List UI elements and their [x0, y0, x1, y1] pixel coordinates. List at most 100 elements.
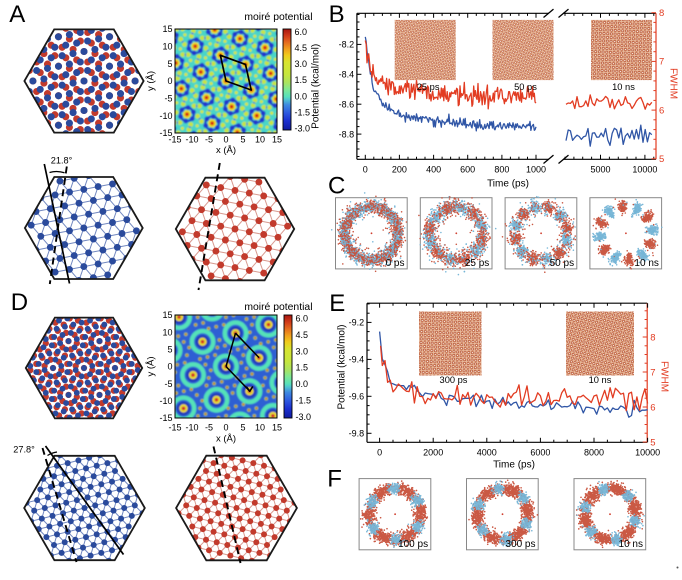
svg-text:-10: -10	[159, 111, 172, 121]
svg-text:-3.0: -3.0	[296, 412, 312, 422]
svg-text:5: 5	[659, 154, 664, 165]
svg-text:0: 0	[363, 164, 368, 174]
svg-text:5: 5	[240, 135, 245, 145]
svg-text:-8.6: -8.6	[339, 99, 355, 109]
svg-text:Time (ps): Time (ps)	[493, 460, 535, 471]
svg-text:-9.4: -9.4	[349, 355, 365, 365]
svg-text:D: D	[11, 289, 28, 316]
svg-text:-8.8: -8.8	[339, 129, 355, 139]
svg-text:6.0: 6.0	[295, 27, 308, 37]
svg-text:-10: -10	[185, 423, 198, 433]
svg-text:100 ps: 100 ps	[398, 539, 428, 550]
svg-text:Time (ps): Time (ps)	[487, 179, 529, 190]
svg-text:0 ps: 0 ps	[386, 258, 405, 269]
svg-text:10 ns: 10 ns	[619, 539, 643, 550]
svg-text:10 ns: 10 ns	[589, 375, 612, 385]
svg-text:C: C	[328, 173, 345, 200]
svg-text:15: 15	[272, 135, 282, 145]
svg-text:moiré potential: moiré potential	[244, 302, 312, 313]
svg-text:50 ps: 50 ps	[514, 82, 537, 92]
svg-text:-9.6: -9.6	[349, 392, 365, 402]
svg-text:Potential (kcal/mol): Potential (kcal/mol)	[337, 324, 348, 409]
svg-text:10: 10	[162, 42, 172, 52]
svg-text:15: 15	[162, 24, 172, 34]
svg-text:5000: 5000	[590, 164, 610, 174]
svg-text:7: 7	[659, 57, 664, 68]
svg-text:10 ns: 10 ns	[612, 82, 635, 92]
svg-text:800: 800	[494, 164, 509, 174]
svg-text:600: 600	[460, 164, 475, 174]
svg-text:8000: 8000	[584, 447, 604, 457]
svg-text:10 ns: 10 ns	[634, 258, 658, 269]
svg-text:-5: -5	[164, 379, 172, 389]
svg-text:E: E	[329, 290, 345, 317]
svg-text:-5: -5	[205, 423, 213, 433]
svg-text:1.5: 1.5	[295, 75, 308, 85]
svg-text:15: 15	[272, 423, 282, 433]
svg-text:2000: 2000	[423, 447, 443, 457]
svg-text:0: 0	[223, 423, 228, 433]
svg-text:0: 0	[377, 447, 382, 457]
svg-text:0: 0	[167, 362, 172, 372]
svg-text:-1.5: -1.5	[295, 107, 311, 117]
svg-text:27.8°: 27.8°	[13, 445, 35, 455]
svg-text:-1.5: -1.5	[296, 396, 312, 406]
svg-text:0.0: 0.0	[295, 91, 308, 101]
svg-text:moiré potential: moiré potential	[244, 12, 312, 23]
svg-text:6000: 6000	[530, 447, 550, 457]
svg-text:300 ps: 300 ps	[440, 375, 468, 385]
svg-text:1000: 1000	[526, 164, 546, 174]
svg-text:3.0: 3.0	[296, 346, 309, 356]
svg-text:25 ps: 25 ps	[465, 258, 489, 269]
svg-text:8: 8	[659, 8, 664, 19]
svg-text:FWHM: FWHM	[659, 361, 670, 392]
svg-text:-10: -10	[159, 396, 172, 406]
svg-text:5: 5	[167, 59, 172, 69]
svg-text:y (Å): y (Å)	[146, 356, 157, 376]
svg-text:-5: -5	[205, 135, 213, 145]
svg-text:8: 8	[650, 332, 655, 343]
svg-text:25 ps: 25 ps	[417, 82, 440, 92]
svg-text:-5: -5	[164, 94, 172, 104]
svg-text:FWHM: FWHM	[668, 68, 679, 99]
svg-text:7: 7	[650, 367, 655, 378]
svg-text:x (Å): x (Å)	[216, 145, 236, 156]
svg-text:10: 10	[255, 423, 265, 433]
svg-text:10000: 10000	[632, 164, 657, 174]
svg-text:0.0: 0.0	[296, 379, 309, 389]
svg-text:200: 200	[392, 164, 407, 174]
svg-text:-15: -15	[168, 423, 181, 433]
svg-text:6.0: 6.0	[296, 314, 309, 324]
svg-text:4.5: 4.5	[296, 330, 309, 340]
svg-text:1.5: 1.5	[296, 363, 309, 373]
svg-text:4000: 4000	[477, 447, 497, 457]
svg-text:21.8°: 21.8°	[51, 156, 73, 166]
svg-text:-8.4: -8.4	[339, 70, 355, 80]
svg-text:Potential (kcal/mol): Potential (kcal/mol)	[311, 44, 322, 129]
svg-text:F: F	[327, 465, 342, 492]
svg-text:-15: -15	[159, 413, 172, 423]
svg-text:-3.0: -3.0	[295, 123, 311, 133]
svg-text:50 ps: 50 ps	[550, 258, 574, 269]
svg-text:-10: -10	[185, 135, 198, 145]
svg-text:5: 5	[650, 437, 655, 448]
svg-text:6: 6	[659, 105, 664, 116]
svg-text:5: 5	[167, 345, 172, 355]
svg-text:B: B	[329, 1, 345, 28]
svg-text:6: 6	[650, 402, 655, 413]
svg-text:-9.2: -9.2	[349, 318, 365, 328]
svg-text:400: 400	[426, 164, 441, 174]
svg-text:y (Å): y (Å)	[146, 71, 157, 91]
svg-text:5: 5	[240, 423, 245, 433]
svg-text:-9.8: -9.8	[349, 429, 365, 439]
svg-text:3.0: 3.0	[295, 59, 308, 69]
svg-text:x (Å): x (Å)	[216, 434, 236, 445]
svg-text:-8.2: -8.2	[339, 40, 355, 50]
svg-text:0: 0	[223, 135, 228, 145]
svg-text:-15: -15	[159, 128, 172, 138]
svg-text:15: 15	[162, 310, 172, 320]
svg-text:4.5: 4.5	[295, 43, 308, 53]
svg-text:10: 10	[162, 327, 172, 337]
svg-text:10000: 10000	[635, 447, 660, 457]
svg-text:300 ps: 300 ps	[505, 539, 535, 550]
